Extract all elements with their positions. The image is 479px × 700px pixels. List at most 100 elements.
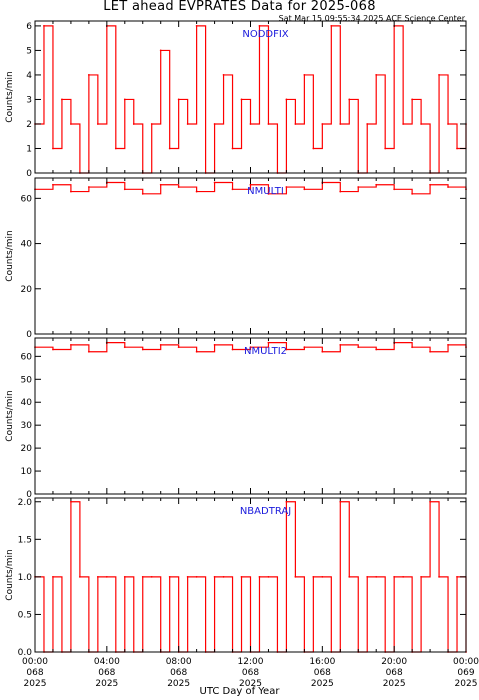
data-point xyxy=(96,575,99,578)
data-point xyxy=(267,123,270,125)
panel-frame xyxy=(34,177,467,335)
data-point xyxy=(375,183,378,186)
data-point xyxy=(321,123,324,125)
x-tick-label-year: 2025 xyxy=(95,679,118,689)
data-point xyxy=(123,188,126,191)
y-tick-label: 0 xyxy=(26,169,32,179)
data-point xyxy=(438,575,440,578)
data-point xyxy=(258,25,261,27)
data-point xyxy=(339,190,342,193)
x-tick-label-year: 2025 xyxy=(383,679,406,689)
data-point xyxy=(150,575,153,578)
data-point xyxy=(141,192,144,195)
data-point xyxy=(348,575,351,578)
data-point xyxy=(303,74,306,76)
y-tick-label: 1.5 xyxy=(18,535,32,545)
x-tick-label-time: 08:00 xyxy=(166,657,192,667)
y-tick-label: 0 xyxy=(26,490,32,500)
data-point xyxy=(177,98,180,101)
data-point xyxy=(195,25,198,27)
y-tick-label: 5 xyxy=(26,46,32,56)
data-point xyxy=(52,348,54,351)
data-point xyxy=(375,575,378,578)
data-point xyxy=(177,186,180,188)
x-tick-label-year: 2025 xyxy=(24,679,47,689)
y-tick-label: 50 xyxy=(21,375,33,385)
data-point xyxy=(285,500,288,503)
x-tick-label-year: 2025 xyxy=(455,679,478,689)
x-tick-label-time: 00:00 xyxy=(453,657,479,667)
y-axis-label: Counts/min xyxy=(5,230,15,281)
data-point xyxy=(447,186,449,188)
data-point xyxy=(114,147,117,150)
data-point xyxy=(312,147,315,150)
data-point xyxy=(168,575,171,578)
y-tick-label: 20 xyxy=(21,285,33,295)
data-point xyxy=(150,123,153,125)
data-point xyxy=(61,98,63,101)
series-line-nbadtraj xyxy=(35,501,467,653)
y-axis-label: Counts/min xyxy=(5,390,15,441)
x-tick-label-year: 2025 xyxy=(311,679,334,689)
data-point xyxy=(70,123,72,125)
data-point xyxy=(330,25,333,27)
data-point xyxy=(213,123,216,125)
y-tick-label: 1 xyxy=(26,144,32,154)
x-tick-label-time: 20:00 xyxy=(381,657,407,667)
data-point xyxy=(447,123,449,125)
panel-label-noddfix: NODDFIX xyxy=(242,29,288,40)
y-tick-label: 0.0 xyxy=(18,648,33,658)
data-point xyxy=(231,188,234,191)
data-point xyxy=(267,192,270,195)
y-tick-label: 3 xyxy=(26,95,32,105)
data-point xyxy=(70,343,72,346)
data-point xyxy=(96,123,99,125)
data-point xyxy=(456,147,458,150)
data-point xyxy=(393,575,396,578)
panel-frame xyxy=(34,20,467,174)
y-tick-label: 60 xyxy=(21,352,33,362)
data-point xyxy=(447,343,449,346)
data-point xyxy=(285,98,288,101)
data-point xyxy=(267,575,270,578)
panel-label-nbadtraj: NBADTRAJ xyxy=(240,506,291,517)
data-point xyxy=(411,98,414,101)
data-point xyxy=(159,183,162,186)
data-point xyxy=(186,575,189,578)
data-point xyxy=(429,350,431,353)
y-tick-label: 40 xyxy=(21,398,33,408)
data-point xyxy=(123,575,126,578)
page-title: LET ahead EVPRATES Data for 2025-068 xyxy=(103,0,376,14)
data-point xyxy=(312,575,315,578)
data-point xyxy=(213,575,216,578)
y-tick-label: 4 xyxy=(26,71,32,81)
data-point xyxy=(213,181,216,184)
data-point xyxy=(438,74,440,76)
data-point xyxy=(384,147,387,150)
data-point xyxy=(393,188,396,191)
data-point xyxy=(366,575,369,578)
data-point xyxy=(339,343,342,346)
data-point xyxy=(52,575,54,578)
x-tick-label-year: 2025 xyxy=(239,679,262,689)
data-point xyxy=(231,348,234,351)
data-point xyxy=(420,575,423,578)
y-tick-label: 30 xyxy=(21,421,33,431)
x-tick-label-doy: 068 xyxy=(98,668,115,678)
y-tick-label: 6 xyxy=(26,22,32,32)
data-point xyxy=(52,147,54,150)
data-point xyxy=(195,350,198,353)
data-point xyxy=(429,183,431,186)
x-tick-label-time: 12:00 xyxy=(238,657,264,667)
data-point xyxy=(411,192,414,195)
data-point xyxy=(78,575,81,578)
x-tick-label-time: 16:00 xyxy=(309,657,335,667)
data-point xyxy=(357,186,360,188)
data-point xyxy=(294,123,297,125)
data-point xyxy=(70,500,72,503)
y-tick-label: 60 xyxy=(21,194,33,204)
panel-label-nmulti: NMULTI xyxy=(247,186,284,197)
data-point xyxy=(249,183,252,186)
data-point xyxy=(258,575,261,578)
